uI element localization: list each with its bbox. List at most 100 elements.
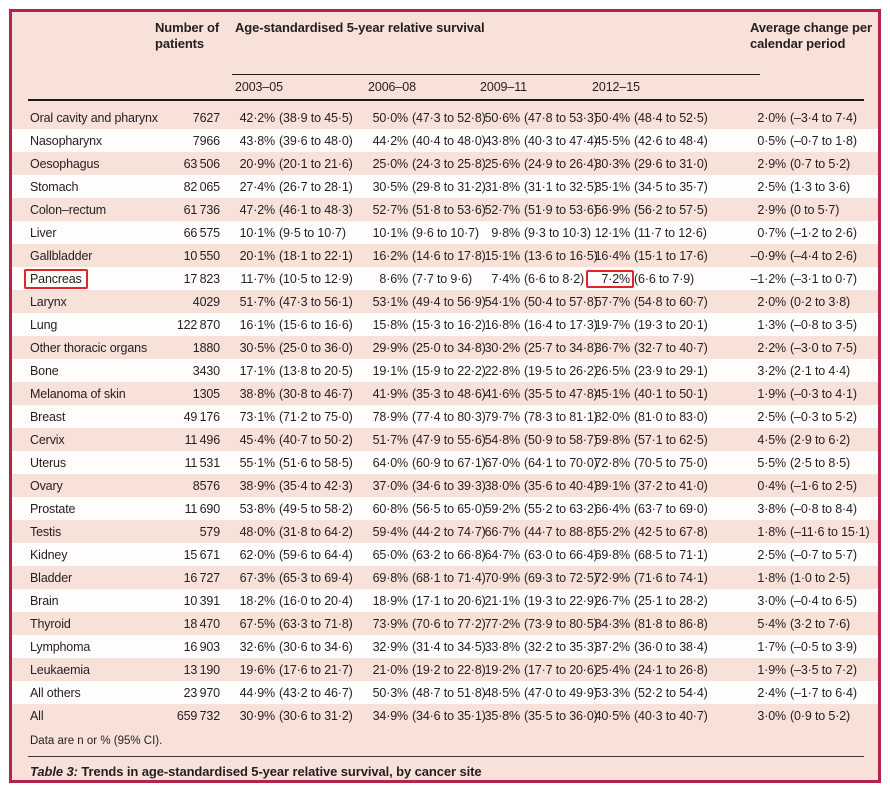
patients-count: 8576 xyxy=(192,478,220,493)
confidence-interval: (2·5 to 8·5) xyxy=(790,455,851,470)
column-header-period-2006-08: 2006–08 xyxy=(368,80,416,94)
confidence-interval: (25·0 to 34·8) xyxy=(412,340,486,355)
average-change: 2·5% (–0·7 to 5·7) xyxy=(735,548,878,562)
survival-2006-08: 30·5% (29·8 to 31·2) xyxy=(353,180,486,194)
survival-2006-08: 19·1% (15·9 to 22·2) xyxy=(353,364,486,378)
survival-percent: 55·2% xyxy=(594,524,631,539)
confidence-interval: (–1·6 to 2·5) xyxy=(790,478,857,493)
survival-2006-08: 65·0% (63·2 to 66·8) xyxy=(353,547,486,562)
confidence-interval: (81·0 to 83·0) xyxy=(634,409,708,424)
survival-2006-08: 21·0% (19·2 to 22·8) xyxy=(353,662,486,677)
patients-count: 10 391 xyxy=(183,593,221,608)
survival-2009-11: 79·7% (78·3 to 81·1) xyxy=(465,410,598,424)
site-label: All others xyxy=(30,685,81,700)
survival-2003-05: 38·8% (30·8 to 46·7) xyxy=(220,387,353,401)
survival-2006-08: 73·9% (70·6 to 77·2) xyxy=(353,617,486,631)
confidence-interval: (48·4 to 52·5) xyxy=(634,110,708,125)
survival-percent: 25·6% xyxy=(484,156,521,171)
patients-count: 23 970 xyxy=(183,685,221,700)
survival-2012-15: 26·7% (25·1 to 28·2) xyxy=(575,594,735,608)
survival-percent: 16·1% xyxy=(239,317,276,332)
patients-count: 11 496 xyxy=(184,432,221,447)
confidence-interval: (10·5 to 12·9) xyxy=(279,271,353,286)
confidence-interval: (26·7 to 28·1) xyxy=(279,179,353,194)
average-change: 5·4% (3·2 to 7·6) xyxy=(735,617,878,631)
average-change: 1·8% (1·0 to 2·5) xyxy=(735,571,878,585)
survival-percent: 21·0% xyxy=(372,662,409,677)
survival-percent: 42·2% xyxy=(239,110,276,125)
change-percent: 3·0% xyxy=(757,708,786,723)
change-percent: 5·4% xyxy=(757,616,786,631)
confidence-interval: (30·6 to 31·2) xyxy=(279,708,353,723)
survival-2009-11: 19·2% (17·7 to 20·6) xyxy=(465,663,598,677)
change-percent: 3·0% xyxy=(757,593,786,608)
survival-2012-15: 72·8% (70·5 to 75·0) xyxy=(575,456,735,470)
change-percent: 1·9% xyxy=(757,662,786,677)
average-change: 0·4% (–1·6 to 2·5) xyxy=(735,479,878,493)
confidence-interval: (60·9 to 67·1) xyxy=(412,455,486,470)
site-cell: Leukaemia xyxy=(12,663,157,677)
survival-2006-08: 50·3% (48·7 to 51·8) xyxy=(353,686,486,700)
confidence-interval: (0 to 5·7) xyxy=(790,202,840,217)
survival-2012-15: 82·0% (81·0 to 83·0) xyxy=(575,410,735,424)
site-cell: Colon–rectum xyxy=(12,203,157,217)
survival-2003-05: 43·8% (39·6 to 48·0) xyxy=(220,134,353,148)
survival-2006-08: 10·1% (9·6 to 10·7) xyxy=(353,226,479,240)
survival-2012-15: 50·4% (48·4 to 52·5) xyxy=(575,111,735,125)
confidence-interval: (46·1 to 48·3) xyxy=(279,202,353,217)
site-label: Lymphoma xyxy=(30,639,91,654)
survival-percent: 38·0% xyxy=(484,478,521,493)
survival-percent: 25·4% xyxy=(594,662,631,677)
survival-2006-08: 53·1% (49·4 to 56·9) xyxy=(353,295,486,309)
site-cell: Bone xyxy=(12,364,157,378)
table-row: Bladder 16 727 67·3% (65·3 to 69·4) 69·8%… xyxy=(12,566,878,589)
change-percent: 2·2% xyxy=(757,340,786,355)
survival-percent: 78·9% xyxy=(372,409,409,424)
site-label: Stomach xyxy=(30,179,79,194)
survival-percent: 35·8% xyxy=(484,708,521,723)
confidence-interval: (35·3 to 48·6) xyxy=(412,386,486,401)
confidence-interval: (–0·8 to 3·5) xyxy=(790,317,857,332)
change-percent: 1·7% xyxy=(757,639,786,654)
average-change: –0·9% (–4·4 to 2·6) xyxy=(735,249,878,263)
table-row: Ovary 8576 38·9% (35·4 to 42·3) 37·0% (34·… xyxy=(12,474,878,497)
site-label: Nasopharynx xyxy=(30,133,103,148)
site-label: Larynx xyxy=(30,294,67,309)
survival-2012-15: 45·1% (40·1 to 50·1) xyxy=(575,387,735,401)
site-label: Leukaemia xyxy=(30,662,90,677)
survival-percent: 16·2% xyxy=(372,248,409,263)
site-cell: Testis xyxy=(12,525,157,539)
confidence-interval: (50·9 to 58·7) xyxy=(524,432,598,447)
patients-count: 16 727 xyxy=(183,570,221,585)
confidence-interval: (70·5 to 75·0) xyxy=(634,455,708,470)
survival-percent: 21·1% xyxy=(484,593,521,608)
survival-percent: 65·0% xyxy=(372,547,409,562)
survival-2006-08: 52·7% (51·8 to 53·6) xyxy=(353,203,486,217)
confidence-interval: (16·4 to 17·3) xyxy=(524,317,598,332)
site-cell: Ovary xyxy=(12,479,157,493)
confidence-interval: (47·3 to 56·1) xyxy=(279,294,353,309)
patients-count: 17 823 xyxy=(183,271,221,286)
confidence-interval: (47·3 to 52·8) xyxy=(412,110,486,125)
confidence-interval: (63·0 to 66·4) xyxy=(524,547,598,562)
change-percent: 0·7% xyxy=(757,225,786,240)
confidence-interval: (49·4 to 56·9) xyxy=(412,294,486,309)
survival-2003-05: 18·2% (16·0 to 20·4) xyxy=(220,594,353,608)
confidence-interval: (47·0 to 49·9) xyxy=(524,685,598,700)
confidence-interval: (11·7 to 12·6) xyxy=(634,225,707,240)
confidence-interval: (–0·7 to 5·7) xyxy=(790,547,857,562)
site-label: Bone xyxy=(30,363,59,378)
survival-2006-08: 59·4% (44·2 to 74·7) xyxy=(353,525,486,539)
table-row: Cervix 11 496 45·4% (40·7 to 50·2) 51·7%(… xyxy=(12,428,878,451)
survival-percent: 16·8% xyxy=(484,317,521,332)
confidence-interval: (35·6 to 40·4) xyxy=(524,478,598,493)
survival-percent: 70·9% xyxy=(484,570,521,585)
change-percent: 2·9% xyxy=(757,156,786,171)
survival-percent: 18·2% xyxy=(239,593,276,608)
table-row: Oesophagus 63 506 20·9% (20·1 to 21·6) 25… xyxy=(12,152,878,175)
confidence-interval: (13·8 to 20·5) xyxy=(279,363,353,378)
survival-percent: 9·8% xyxy=(491,225,520,240)
survival-percent: 51·7% xyxy=(239,294,276,309)
confidence-interval: (68·5 to 71·1) xyxy=(634,547,708,562)
survival-2003-05: 10·1% (9·5 to 10·7) xyxy=(220,226,353,240)
